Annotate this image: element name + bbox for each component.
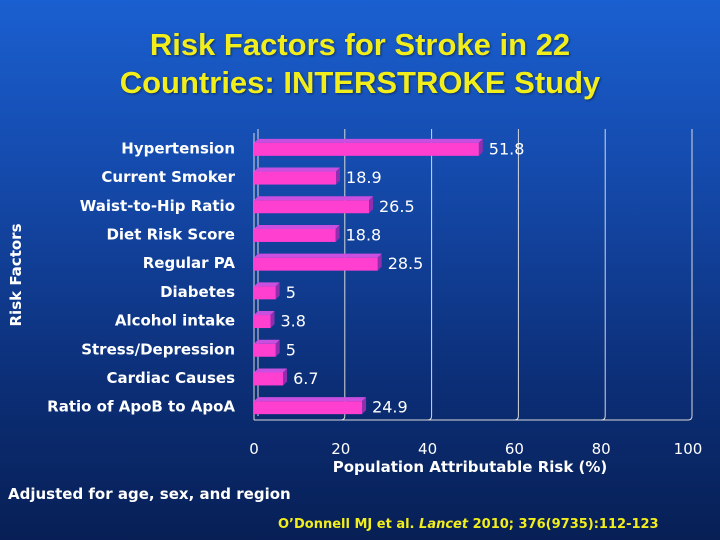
bar — [254, 397, 367, 415]
citation-details: 2010; 376(9735):112-123 — [472, 517, 659, 532]
value-label: 26.5 — [379, 197, 415, 216]
bar-side-face — [478, 138, 483, 156]
bar — [254, 368, 288, 386]
category-labels: Hypertension Current Smoker Waist-to-Hip R… — [47, 139, 235, 415]
gridline — [340, 129, 346, 421]
category-label: Diet Risk Score — [106, 225, 235, 243]
bar — [254, 138, 483, 156]
category-label: Alcohol intake — [115, 312, 235, 330]
value-label: 3.8 — [280, 312, 305, 331]
bar — [254, 282, 280, 300]
gridlines — [253, 129, 693, 421]
gridline — [601, 129, 606, 421]
category-label: Hypertension — [121, 139, 235, 157]
bar-front-face — [254, 286, 276, 300]
category-label: Ratio of ApoB to ApoA — [47, 398, 235, 416]
value-label: 18.8 — [346, 225, 382, 244]
bar-top-face — [254, 253, 382, 258]
bar-front-face — [254, 142, 479, 156]
citation-authors: O’Donnell MJ et al. — [278, 517, 415, 532]
bar-side-face — [275, 282, 280, 300]
bar-side-face — [369, 196, 374, 214]
bar-top-face — [254, 224, 340, 229]
bar — [254, 339, 280, 357]
x-tick-label: 40 — [418, 440, 437, 458]
bar-top-face — [254, 397, 367, 402]
bar-top-face — [254, 196, 374, 201]
y-axis-label: Risk Factors — [7, 223, 25, 326]
slide-title: Risk Factors for Stroke in 22 Countries:… — [0, 26, 720, 102]
title-line-1: Risk Factors for Stroke in 22 — [149, 27, 571, 62]
value-label: 6.7 — [293, 369, 318, 388]
bar-side-face — [275, 339, 280, 357]
gridline — [514, 129, 519, 421]
citation: O’Donnell MJ et al. Lancet 2010; 376(973… — [278, 517, 659, 532]
bar-side-face — [283, 368, 288, 386]
value-labels: 51.8 18.9 26.5 18.8 28.5 5 3.8 5 6.7 24.9 — [280, 139, 524, 416]
x-tick-label: 60 — [505, 440, 524, 458]
bar — [254, 253, 382, 271]
bar-top-face — [254, 167, 341, 172]
value-label: 51.8 — [489, 139, 525, 158]
bar-front-face — [254, 343, 276, 357]
bars — [254, 138, 483, 415]
gridline — [427, 129, 433, 421]
category-label: Stress/Depression — [81, 340, 235, 358]
bar — [254, 196, 374, 214]
bar-top-face — [254, 282, 280, 287]
category-label: Waist-to-Hip Ratio — [80, 197, 235, 215]
bar-top-face — [254, 311, 275, 316]
bar-side-face — [270, 311, 275, 329]
category-label: Diabetes — [160, 283, 235, 301]
bar-front-face — [254, 228, 336, 242]
value-label: 18.9 — [346, 168, 382, 187]
x-axis-label: Population Attributable Risk (%) — [333, 458, 608, 476]
bar-top-face — [254, 138, 483, 143]
bar-front-face — [254, 200, 370, 214]
bar-side-face — [336, 167, 341, 185]
bar-side-face — [362, 397, 367, 415]
bar — [254, 224, 340, 242]
bar-top-face — [254, 339, 280, 344]
value-label: 5 — [286, 283, 296, 302]
bar-front-face — [254, 401, 363, 415]
bar-front-face — [254, 171, 337, 185]
bar — [254, 311, 275, 329]
bar-front-face — [254, 257, 378, 271]
adjustment-note: Adjusted for age, sex, and region — [8, 485, 291, 503]
bar-side-face — [335, 224, 340, 242]
citation-journal: Lancet — [419, 517, 469, 532]
gridline — [687, 129, 693, 421]
title-line-2: Countries: INTERSTROKE Study — [119, 65, 601, 100]
x-tick-label: 0 — [249, 440, 259, 458]
value-label: 5 — [286, 340, 296, 359]
x-tick-label: 20 — [331, 440, 350, 458]
category-label: Cardiac Causes — [107, 369, 236, 387]
category-label: Regular PA — [143, 254, 236, 272]
value-label: 24.9 — [372, 398, 408, 417]
x-tick-label: 100 — [674, 440, 703, 458]
bar-front-face — [254, 372, 284, 386]
bar-top-face — [254, 368, 288, 373]
value-label: 28.5 — [388, 254, 424, 273]
bar-front-face — [254, 315, 271, 329]
bar-side-face — [377, 253, 382, 271]
x-tick-labels: 0 20 40 60 80 100 — [249, 440, 702, 458]
bar — [254, 167, 341, 185]
category-label: Current Smoker — [101, 168, 235, 186]
x-tick-label: 80 — [592, 440, 611, 458]
